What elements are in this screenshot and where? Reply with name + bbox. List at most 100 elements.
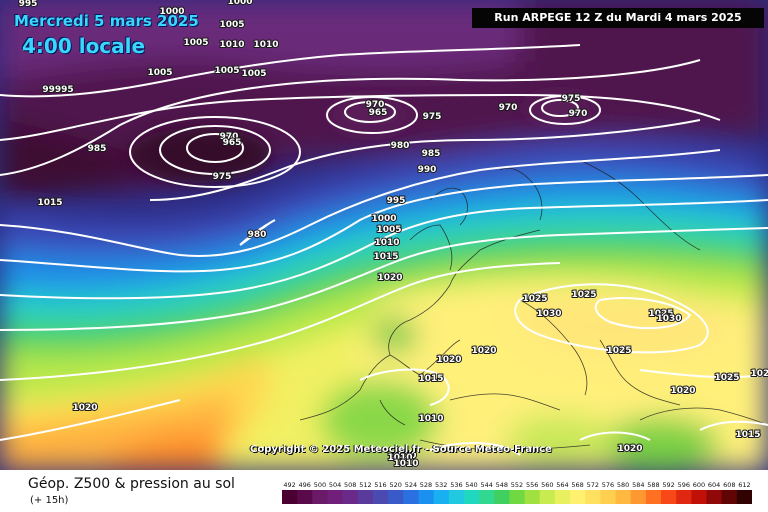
isobar-label: 1005 <box>183 38 208 48</box>
isobar-label: 1005 <box>241 69 266 79</box>
scale-tick-label: 556 <box>526 481 538 489</box>
scale-tick-label: 588 <box>647 481 659 489</box>
copyright-notice: Copyright © 2025 Meteociel.fr - Source M… <box>250 444 552 455</box>
scale-color-swatch <box>615 490 632 504</box>
scale-tick-label: 532 <box>435 481 447 489</box>
isobar-label: 980 <box>391 141 410 151</box>
isobar-label: 1005 <box>147 68 172 78</box>
model-run-banner: Run ARPEGE 12 Z du Mardi 4 mars 2025 <box>472 8 764 28</box>
scale-color-swatch <box>661 490 677 504</box>
scale-color-swatch <box>721 490 738 504</box>
scale-color-swatch <box>676 490 692 504</box>
isobar-label: 970 <box>220 132 239 142</box>
scale-tick-label: 572 <box>587 481 599 489</box>
isobar-label: 1020 <box>72 403 97 413</box>
isobar-label: 995 <box>19 0 38 9</box>
scale-tick-label: 584 <box>632 481 644 489</box>
isobar-label: 1025 <box>714 373 739 383</box>
scale-tick-label: 580 <box>617 481 629 489</box>
scale-tick-label: 508 <box>344 481 356 489</box>
isobar-label: 1010 <box>387 453 412 463</box>
scale-tick-label: 600 <box>693 481 705 489</box>
isobar-label: 1015 <box>735 430 760 440</box>
scale-tick-label: 552 <box>511 481 523 489</box>
isobar-label: 1030 <box>656 314 681 324</box>
scale-color-swatch <box>342 490 359 504</box>
scale-tick-label: 536 <box>450 481 462 489</box>
scale-color-swatch <box>282 490 298 504</box>
isobar-label: 975 <box>423 112 442 122</box>
isobar-label: 1020 <box>436 355 461 365</box>
scale-tick-label: 492 <box>283 481 295 489</box>
scale-color-swatch <box>706 490 723 504</box>
scale-color-swatch <box>539 490 556 504</box>
scale-color-swatch <box>418 490 435 504</box>
scale-tick-label: 568 <box>571 481 583 489</box>
isobar-label: 970 <box>499 103 518 113</box>
scale-color-swatch <box>691 490 708 504</box>
isobar-label: 980 <box>248 230 267 240</box>
isobar-label: 1020 <box>471 346 496 356</box>
isobar-lines <box>0 44 768 456</box>
scale-tick-label: 576 <box>602 481 614 489</box>
scale-tick-label: 512 <box>359 481 371 489</box>
isobar-label: 965 <box>369 108 388 118</box>
isobar-label: 970 <box>569 109 588 119</box>
scale-tick-label: 560 <box>541 481 553 489</box>
scale-color-swatch <box>630 490 647 504</box>
scale-color-swatch <box>554 490 571 504</box>
scale-tick-label: 592 <box>662 481 674 489</box>
scale-color-swatch <box>509 490 526 504</box>
scale-color-swatch <box>600 490 617 504</box>
isobar-label: 1005 <box>219 20 244 30</box>
coastlines <box>299 159 768 451</box>
isobar-label: 1010 <box>391 451 416 461</box>
isobar-label: 1010 <box>219 40 244 50</box>
scale-color-swatch <box>463 490 480 504</box>
isobar-label: 1030 <box>536 309 561 319</box>
isobar-label: 1010 <box>393 459 418 469</box>
map-legend-footer: Géop. Z500 & pression au sol (+ 15h) 492… <box>0 470 768 512</box>
scale-color-swatch <box>297 490 313 504</box>
scale-color-swatch <box>524 490 541 504</box>
scale-color-swatch <box>373 490 389 504</box>
isobar-label: 970 <box>366 100 385 110</box>
isobar-label: 1025 <box>522 294 547 304</box>
scale-color-swatch <box>494 490 510 504</box>
isobar-label: 965 <box>223 138 242 148</box>
scale-color-swatch <box>357 490 374 504</box>
isobar-label: 995 <box>387 196 406 206</box>
isobar-label: 985 <box>88 144 107 154</box>
forecast-time: 4:00 locale <box>22 34 146 58</box>
scale-color-swatch <box>403 490 419 504</box>
scale-tick-label: 544 <box>480 481 492 489</box>
isobar-label: 1000 <box>371 214 396 224</box>
isobar-label: 975 <box>562 94 581 104</box>
scale-tick-label: 504 <box>329 481 341 489</box>
color-scale-bar: 492 496 500 504 508 512 516 520 524 528 532 536 540 5… <box>282 481 752 504</box>
scale-tick-label: 608 <box>723 481 735 489</box>
scale-color-swatch <box>327 490 344 504</box>
isobar-label: 1020 <box>377 273 402 283</box>
scale-tick-label: 520 <box>389 481 401 489</box>
scale-tick-label: 524 <box>405 481 417 489</box>
isobar-label: 1020 <box>670 386 695 396</box>
scale-tick-label: 612 <box>738 481 750 489</box>
scale-tick-label: 500 <box>314 481 326 489</box>
isobar-label: 1005 <box>214 66 239 76</box>
isobar-label: 1000 <box>159 7 184 17</box>
isobar-label: 975 <box>213 172 232 182</box>
isobar-label: 1010 <box>374 238 399 248</box>
isobar-label: 1020 <box>750 369 768 379</box>
scale-tick-label: 516 <box>374 481 386 489</box>
scale-color-swatch <box>645 490 662 504</box>
map-title: Géop. Z500 & pression au sol <box>28 476 235 492</box>
isobar-label: 1005 <box>376 225 401 235</box>
isobar-label: 1015 <box>418 374 443 384</box>
isobar-label: 1015 <box>373 252 398 262</box>
scale-tick-label: 604 <box>708 481 720 489</box>
isobar-label: 1015 <box>37 198 62 208</box>
scale-tick-label: 540 <box>465 481 477 489</box>
